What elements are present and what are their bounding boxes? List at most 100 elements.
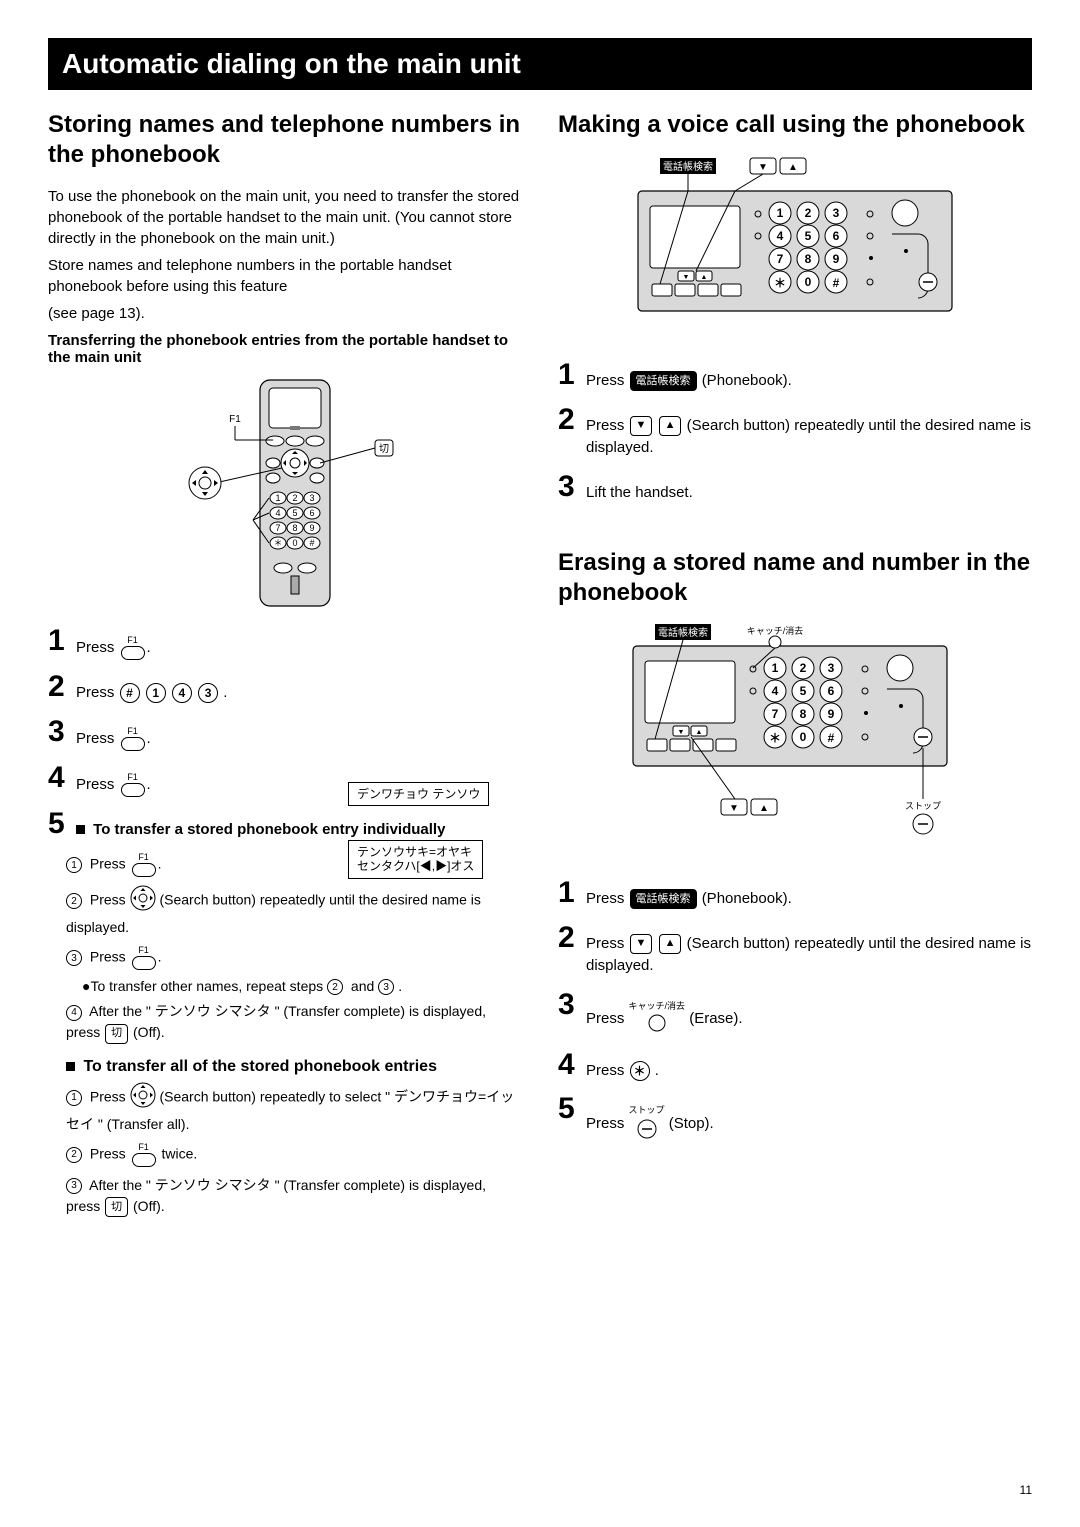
svg-text:#: #: [309, 538, 314, 548]
f1-button-icon: F1: [132, 853, 156, 877]
step-number: 1: [558, 878, 580, 908]
svg-text:8: 8: [805, 252, 812, 266]
step-number: 2: [558, 405, 580, 435]
svg-text:4: 4: [275, 508, 280, 518]
svg-text:9: 9: [833, 252, 840, 266]
svg-text:7: 7: [777, 252, 784, 266]
substep-5b-2: 2 Press F1 twice.: [66, 1143, 522, 1167]
substep-5-4: 4 After the " テンソウ シマシタ " (Transfer comp…: [66, 1001, 522, 1043]
svg-text:2: 2: [800, 661, 807, 675]
svg-text:▲: ▲: [788, 162, 798, 173]
svg-text:▼: ▼: [758, 162, 768, 173]
step-3: 3 Press F1.: [48, 717, 522, 751]
svg-text:1: 1: [772, 661, 779, 675]
svg-text:0: 0: [292, 538, 297, 548]
svg-text:1: 1: [275, 493, 280, 503]
step-number: 1: [558, 360, 580, 390]
svg-text:8: 8: [292, 523, 297, 533]
intro-paragraph-3: (see page 13).: [48, 303, 522, 324]
step-text: Press: [76, 729, 119, 746]
step-5: 5 To transfer a stored phonebook entry i…: [48, 809, 522, 842]
svg-text:2: 2: [292, 493, 297, 503]
lcd-display-1: デンワチョウ テンソウ: [348, 782, 489, 806]
nav-pad-icon: [130, 885, 156, 917]
stop-button-icon: ストップ: [629, 1104, 665, 1144]
svg-text:▲: ▲: [696, 729, 703, 736]
svg-text:▼: ▼: [683, 274, 690, 281]
step-2: 2 Press # 1 4 3 .: [48, 672, 522, 705]
svg-text:電話帳検索: 電話帳検索: [663, 160, 713, 173]
off-key-icon: 切: [105, 1024, 128, 1044]
step5b-heading: To transfer all of the stored phonebook …: [66, 1058, 522, 1076]
erase-step-4: 4 Press ＊ .: [558, 1050, 1032, 1083]
intro-paragraph-1: To use the phonebook on the main unit, y…: [48, 186, 522, 249]
svg-text:6: 6: [828, 684, 835, 698]
svg-text:▼: ▼: [729, 803, 739, 814]
svg-text:▼: ▼: [678, 729, 685, 736]
f1-button-icon: F1: [132, 946, 156, 970]
phonebook-button-icon: 電話帳検索: [630, 889, 697, 909]
right-column: Making a voice call using the phonebook …: [558, 110, 1032, 1225]
down-button-icon: ▼: [630, 934, 653, 954]
step-number: 2: [558, 923, 580, 953]
svg-text:＊: ＊: [273, 538, 282, 548]
svg-text:9: 9: [828, 707, 835, 721]
square-bullet-icon: [76, 825, 85, 834]
svg-text:4: 4: [772, 684, 779, 698]
svg-text:4: 4: [777, 229, 784, 243]
svg-text:1: 1: [777, 206, 784, 220]
make-step-2: 2 Press ▼ ▲ (Search button) repeatedly u…: [558, 405, 1032, 460]
f1-button-icon: F1: [121, 727, 145, 751]
svg-text:3: 3: [309, 493, 314, 503]
step-number: 4: [48, 763, 70, 793]
handset-diagram: 1 2 3 4 5 6 7 8 9 ＊ 0 # F1 切: [155, 378, 415, 608]
step-number: 5: [558, 1094, 580, 1124]
intro-paragraph-2: Store names and telephone numbers in the…: [48, 255, 522, 297]
substep-5-2: 2 Press (Search button) repeatedly until…: [66, 885, 522, 938]
svg-text:#: #: [833, 276, 840, 290]
substep-5-3-note: ●To transfer other names, repeat steps 2…: [82, 978, 522, 995]
f1-button-icon: F1: [121, 773, 145, 797]
svg-text:0: 0: [800, 730, 807, 744]
step-number: 2: [48, 672, 70, 702]
svg-text:＊: ＊: [774, 276, 786, 290]
hash-key-icon: #: [120, 683, 140, 703]
square-bullet-icon: [66, 1062, 75, 1071]
svg-text:▲: ▲: [759, 803, 769, 814]
step-1: 1 Press F1.: [48, 626, 522, 660]
svg-text:▲: ▲: [701, 274, 708, 281]
make-step-3: 3 Lift the handset.: [558, 472, 1032, 505]
star-key-icon: ＊: [630, 1061, 650, 1081]
svg-text:0: 0: [805, 275, 812, 289]
svg-text:キャッチ/消去: キャッチ/消去: [747, 625, 804, 636]
svg-text:3: 3: [833, 206, 840, 220]
up-button-icon: ▲: [659, 934, 682, 954]
step-text: Press: [76, 684, 119, 701]
substep-5b-1: 1 Press (Search button) repeatedly to se…: [66, 1082, 522, 1135]
base-unit-diagram-2: ▼ ▲ 1 2 3 4 5 6 7 8 9 ＊ 0 #: [625, 624, 965, 854]
step-number: 1: [48, 626, 70, 656]
left-heading: Storing names and telephone numbers in t…: [48, 110, 522, 170]
svg-text:7: 7: [275, 523, 280, 533]
key-3-icon: 3: [198, 683, 218, 703]
circled-1-icon: 1: [66, 1090, 82, 1106]
erase-step-2: 2 Press ▼ ▲ (Search button) repeatedly u…: [558, 923, 1032, 978]
step-number: 3: [558, 472, 580, 502]
substep-5b-3: 3 After the " テンソウ シマシタ " (Transfer comp…: [66, 1175, 522, 1217]
svg-text:8: 8: [800, 707, 807, 721]
svg-text:2: 2: [805, 206, 812, 220]
two-column-layout: Storing names and telephone numbers in t…: [48, 110, 1032, 1225]
svg-text:6: 6: [833, 229, 840, 243]
erase-step-3: 3 Press キャッチ/消去 (Erase).: [558, 990, 1032, 1038]
page-number: 11: [1020, 1483, 1032, 1497]
circled-3-icon: 3: [66, 950, 82, 966]
svg-text:6: 6: [309, 508, 314, 518]
key-1-icon: 1: [146, 683, 166, 703]
step-text: Press: [76, 775, 119, 792]
svg-text:5: 5: [292, 508, 297, 518]
phonebook-button-icon: 電話帳検索: [630, 371, 697, 391]
erase-step-1: 1 Press 電話帳検索 (Phonebook).: [558, 878, 1032, 911]
svg-text:電話帳検索: 電話帳検索: [658, 626, 708, 639]
svg-text:#: #: [828, 731, 835, 745]
f1-button-icon: F1: [121, 636, 145, 660]
